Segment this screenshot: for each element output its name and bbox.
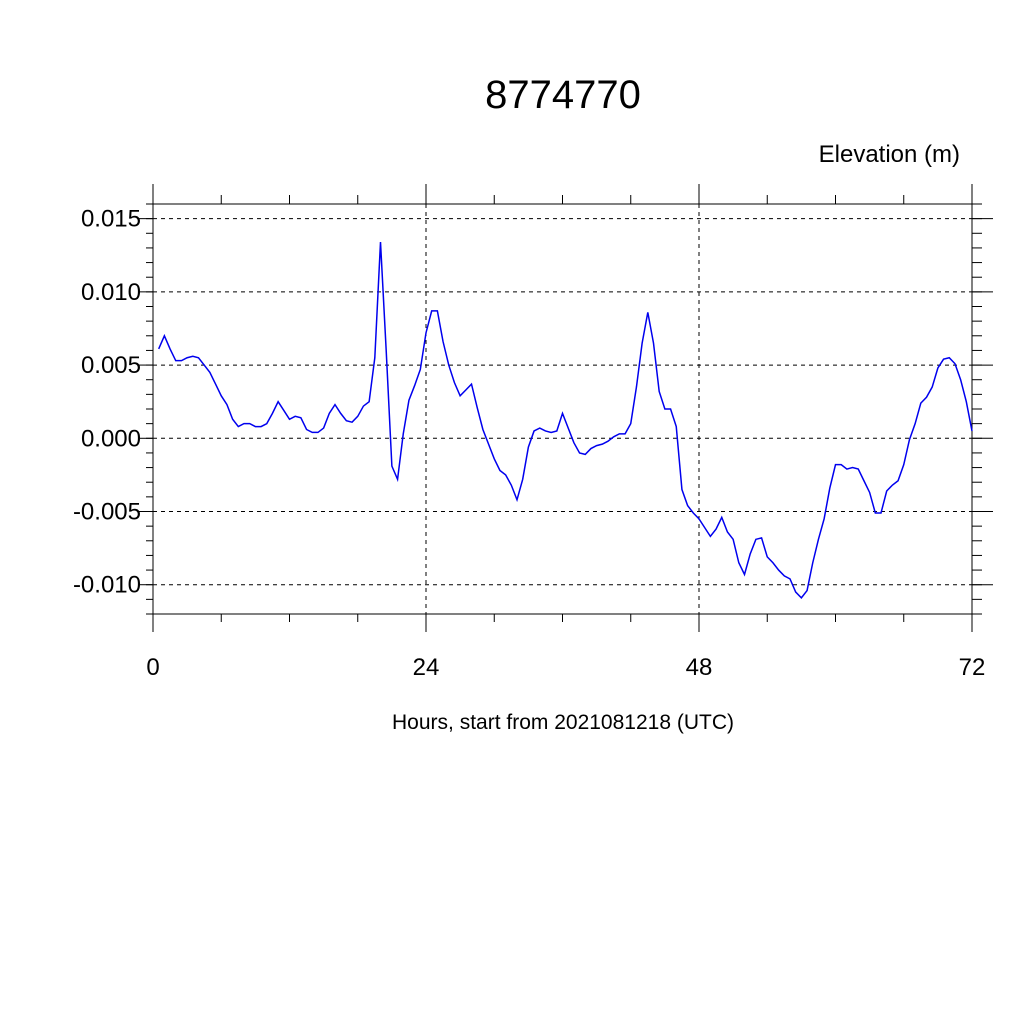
- y-tick-label: -0.005: [73, 499, 141, 526]
- y-tick-label: 0.005: [81, 352, 141, 379]
- x-tick-label: 72: [959, 654, 986, 681]
- x-tick-label: 24: [413, 654, 440, 681]
- grid-lines: [153, 204, 972, 614]
- minor-ticks: [146, 195, 982, 622]
- x-axis-label: Hours, start from 2021081218 (UTC): [392, 711, 734, 734]
- x-tick-label: 48: [686, 654, 713, 681]
- plot-frame: [152, 203, 973, 615]
- major-ticks: [139, 184, 993, 632]
- y-tick-label: -0.010: [73, 572, 141, 599]
- x-tick-labels: 0 24 48 72: [146, 654, 985, 681]
- y-tick-labels: -0.010 -0.005 0.000 0.005 0.010 0.015: [73, 206, 141, 599]
- y-tick-label: 0.000: [81, 425, 141, 452]
- y-axis-label: Elevation (m): [819, 141, 960, 168]
- y-tick-label: 0.010: [81, 279, 141, 306]
- x-tick-label: 0: [146, 654, 159, 681]
- y-tick-label: 0.015: [81, 206, 141, 233]
- chart-title: 8774770: [485, 73, 641, 117]
- series-line: [158, 242, 973, 600]
